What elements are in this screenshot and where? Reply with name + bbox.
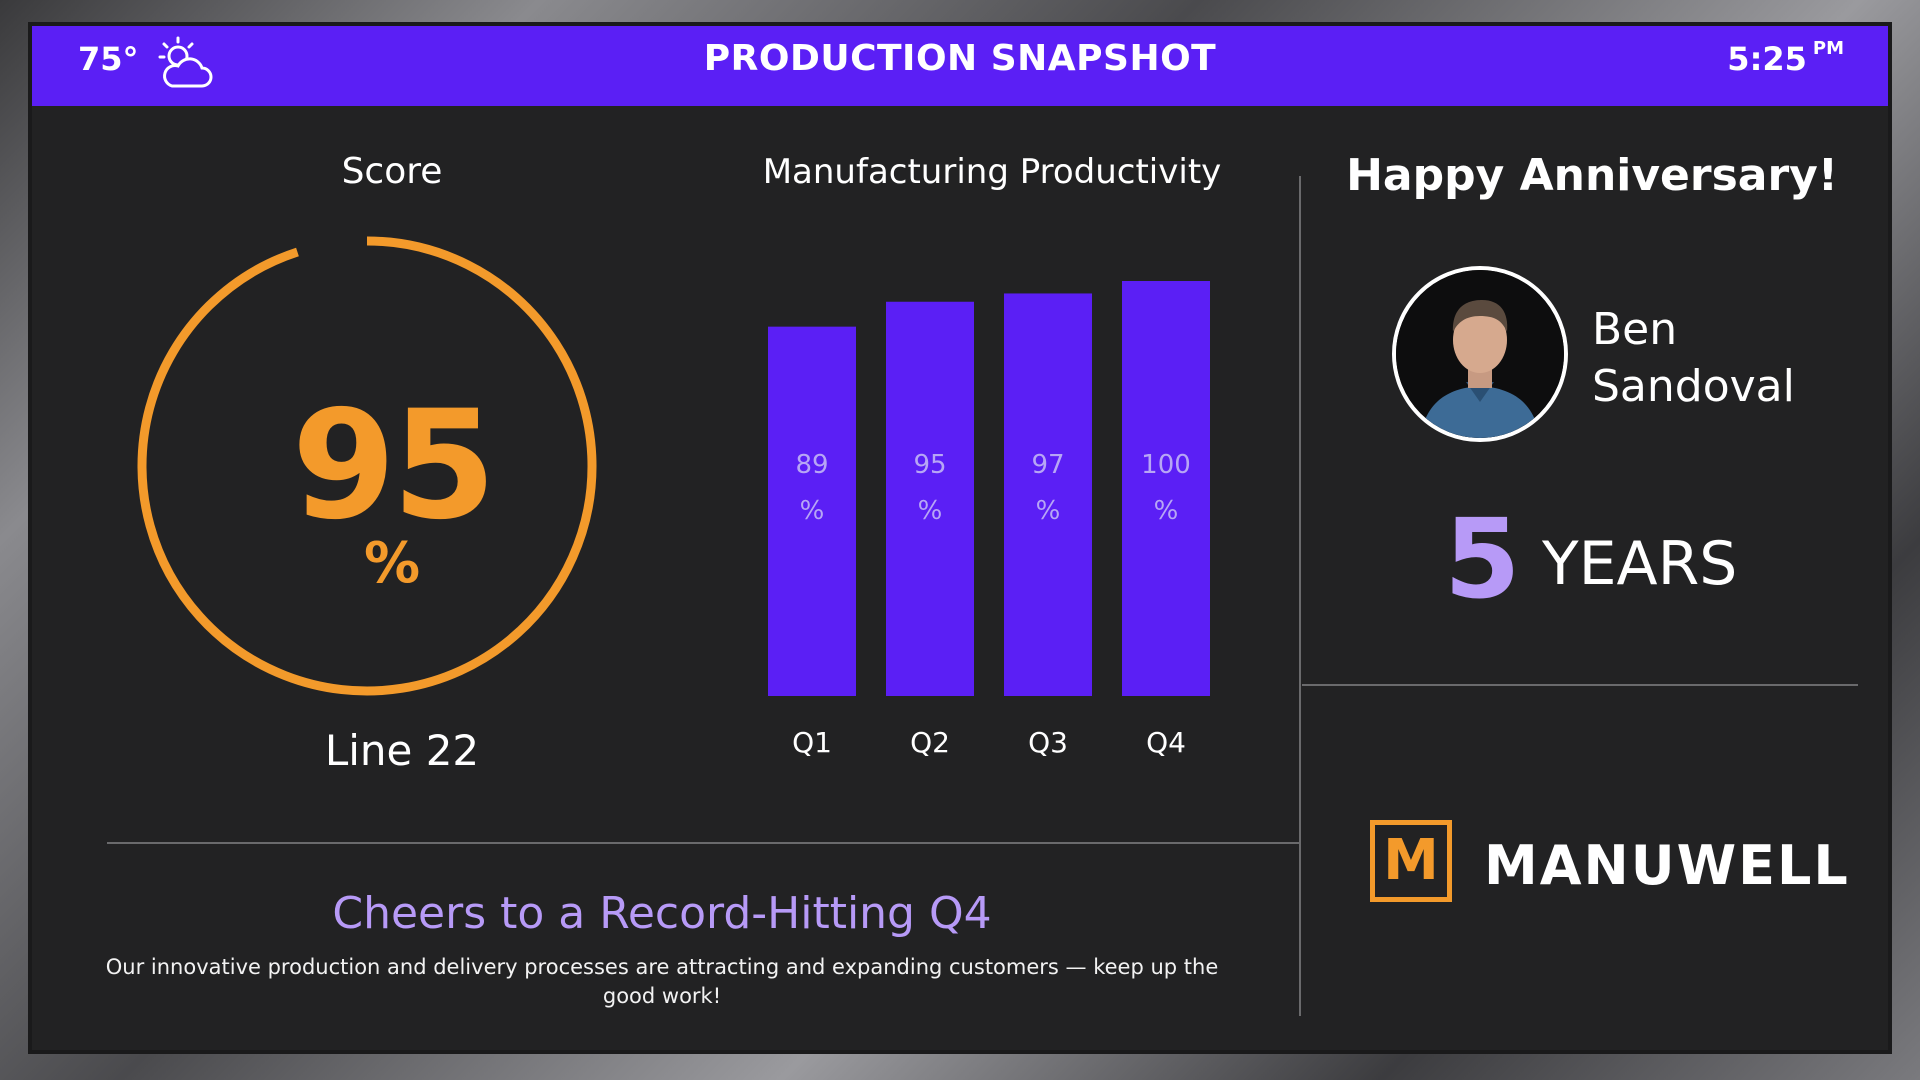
years-number: 5	[1444, 495, 1521, 623]
signage-screen: 75° PRODUCTION SNAPSHOT 5:25 PM Score 95 …	[32, 26, 1888, 1050]
x-tick-label: Q3	[1028, 726, 1068, 759]
clock-ampm: PM	[1812, 38, 1844, 59]
score-value: 95	[291, 379, 497, 553]
employee-first-name: Ben	[1592, 304, 1678, 355]
avatar	[1392, 266, 1568, 442]
line-label: Line 22	[324, 726, 480, 775]
bar-value-label: 95	[913, 450, 946, 480]
clock-time: 5:25	[1727, 40, 1807, 78]
person-photo-icon	[1396, 270, 1564, 438]
bar-unit-label: %	[1036, 496, 1061, 526]
anniversary-title: Happy Anniversary!	[1346, 150, 1838, 201]
years-label: YEARS	[1542, 529, 1738, 599]
message-body: Our innovative production and delivery p…	[105, 955, 1219, 1008]
bar-unit-label: %	[918, 496, 943, 526]
partly-cloudy-icon	[158, 36, 213, 88]
score-gauge	[137, 236, 597, 696]
bar-value-label: 89	[795, 450, 828, 480]
employee-last-name: Sandoval	[1592, 361, 1795, 412]
vertical-divider	[1299, 176, 1301, 1016]
x-tick-label: Q1	[792, 726, 832, 759]
bar-q1	[768, 326, 856, 696]
bar-value-label: 97	[1031, 450, 1064, 480]
bar-value-label: 100	[1141, 450, 1191, 480]
brand-name: MANUWELL	[1484, 834, 1850, 897]
bar-unit-label: %	[800, 496, 825, 526]
horizontal-divider-right	[1302, 684, 1858, 686]
temperature: 75°	[78, 40, 139, 78]
header-bar: 75° PRODUCTION SNAPSHOT 5:25 PM	[32, 26, 1888, 106]
score-unit: %	[363, 531, 421, 596]
x-tick-label: Q4	[1146, 726, 1186, 759]
bar-q4	[1122, 281, 1210, 696]
horizontal-divider-left	[107, 842, 1299, 844]
score-gauge-arc	[137, 236, 597, 696]
productivity-bar-chart: 89% Q1 95% Q2 97% Q3 100% Q4	[768, 281, 1210, 759]
bar-q2	[886, 301, 974, 696]
bar-q3	[1004, 293, 1092, 696]
message-headline: Cheers to a Record-Hitting Q4	[332, 888, 992, 939]
x-tick-label: Q2	[910, 726, 950, 759]
bar-unit-label: %	[1154, 496, 1179, 526]
clock: 5:25 PM	[1727, 38, 1844, 78]
page-title: PRODUCTION SNAPSHOT	[703, 38, 1217, 79]
chart-title: Manufacturing Productivity	[762, 152, 1222, 192]
brand-logo-icon: M	[1370, 820, 1452, 902]
score-title: Score	[341, 151, 443, 192]
